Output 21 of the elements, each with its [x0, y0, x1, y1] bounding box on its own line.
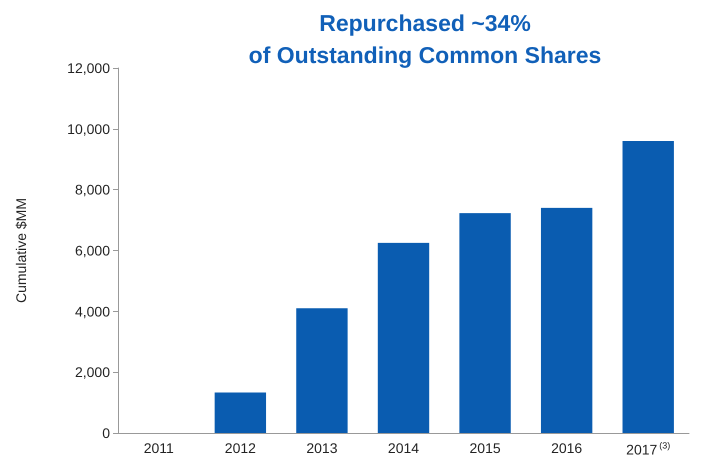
x-tick-label: 2015 [469, 440, 501, 456]
y-axis-title: Cumulative $MM [13, 198, 29, 304]
y-tick-label: 2,000 [74, 364, 110, 380]
bar [622, 141, 674, 433]
y-tick-label: 6,000 [74, 242, 110, 258]
x-tick-label: 2012 [224, 440, 256, 456]
y-tick-label: 4,000 [74, 303, 110, 320]
chart-title: Repurchased ~34% of Outstanding Common Shares [248, 10, 602, 68]
bar [296, 308, 348, 433]
x-tick-label: 2011 [144, 440, 174, 456]
x-tick-label: 2013 [306, 440, 338, 456]
bar [459, 213, 511, 433]
x-tick-label: 2016 [551, 440, 582, 456]
y-tick-label: 8,000 [74, 182, 110, 198]
bar [214, 392, 266, 433]
x-tick-label: 2014 [388, 440, 420, 456]
y-tick-label: 10,000 [67, 120, 110, 137]
y-tick-label: 0 [102, 425, 110, 441]
bar [540, 208, 592, 433]
bar [378, 242, 430, 433]
y-tick-label: 12,000 [67, 60, 110, 76]
